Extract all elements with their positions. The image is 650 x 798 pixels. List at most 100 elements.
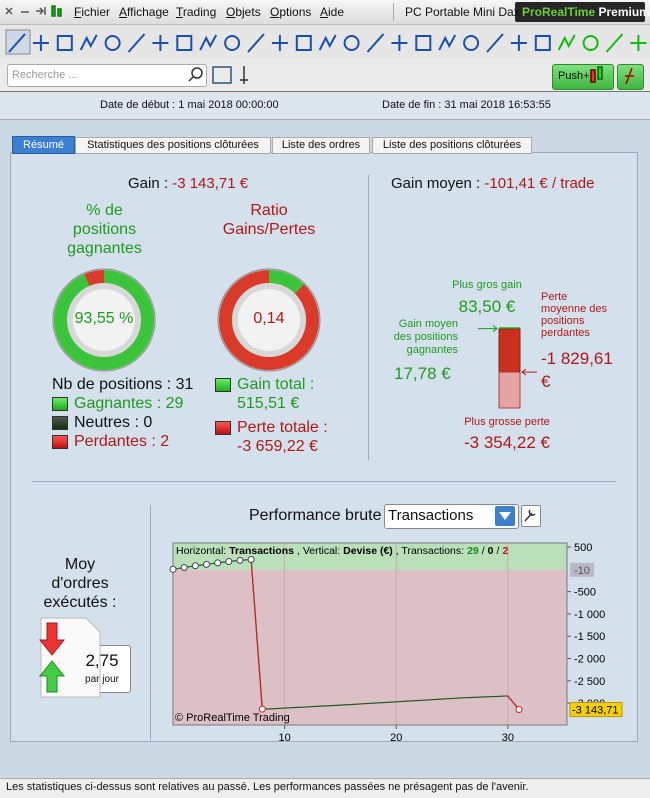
label: Nb de positions : [52, 376, 172, 393]
magnifier[interactable] [191, 67, 203, 79]
avg-loss-arrow [521, 368, 537, 376]
close-icon[interactable] [5, 7, 13, 15]
header-part: / [482, 545, 485, 557]
brand-box[interactable] [515, 2, 645, 22]
menu-item[interactable]: Trading [176, 5, 217, 19]
divider [150, 505, 151, 740]
menu-item[interactable]: Affichage [119, 5, 169, 19]
orders-unit: par jour [85, 674, 119, 685]
point-marker [169, 565, 177, 573]
tool-icon[interactable] [32, 35, 49, 51]
tool-icon[interactable] [176, 35, 193, 51]
tool-icon[interactable] [271, 35, 288, 51]
menu-item[interactable]: Fichier [74, 5, 111, 19]
tool-icon[interactable] [104, 35, 121, 51]
y-tick-label: -2 000 [574, 654, 605, 666]
value: 0 [143, 414, 153, 431]
magnifier [188, 76, 194, 82]
avg-win-value: 17,78 € [394, 364, 451, 383]
tool-icon[interactable] [391, 35, 408, 51]
tool-glyph [438, 34, 457, 51]
tool-glyph [318, 34, 337, 51]
legend-swatch [52, 397, 68, 411]
end-date: Date de fin : 31 mai 2018 16:53:55 [382, 99, 551, 111]
tab[interactable]: Liste des ordres [272, 137, 370, 154]
footer-text: Les statistiques ci-dessus sont relative… [6, 781, 529, 793]
push-icon [597, 66, 603, 80]
tool-glyph [32, 35, 49, 51]
tool-icon[interactable] [224, 35, 241, 51]
tab[interactable]: Liste des positions clôturées [372, 137, 532, 154]
menu-item[interactable]: Objets [226, 5, 261, 19]
push-button[interactable] [552, 64, 614, 90]
search-icons [188, 66, 634, 85]
header-part: , Transactions: [396, 545, 464, 557]
tool-icon[interactable] [318, 34, 337, 51]
tool-icon[interactable] [56, 35, 73, 51]
tool-icon[interactable] [534, 35, 551, 51]
value: 31 mai 2018 16:53:55 [444, 99, 551, 111]
average-gain: Gain moyen : -101,41 € / trade [391, 175, 594, 192]
tool-icon[interactable] [630, 35, 647, 51]
tab[interactable]: Statistiques des positions clôturées [75, 137, 271, 154]
reference-box [570, 562, 594, 577]
search-input[interactable] [7, 64, 207, 87]
label: Gain moyen : [391, 175, 481, 192]
tool-icon[interactable] [152, 35, 169, 51]
tool-icon[interactable] [295, 35, 312, 51]
winners: Gagnantes : 29 [74, 395, 183, 413]
search-placeholder: Recherche ... [12, 69, 78, 81]
wrench-icon [524, 509, 536, 522]
max-gain-label: Plus gros gain [452, 279, 522, 291]
tool-icon[interactable] [438, 34, 457, 51]
tool-icon[interactable] [5, 29, 31, 55]
menu-item[interactable]: Options [270, 5, 312, 19]
tool-icon[interactable] [582, 35, 599, 51]
alert-icon[interactable] [240, 66, 248, 84]
value: 2 [160, 433, 170, 450]
screener-icon[interactable] [212, 66, 232, 84]
tool-icon[interactable] [79, 34, 98, 51]
menu-item[interactable]: Aide [320, 5, 345, 19]
value: -3 143,71 € [172, 175, 249, 192]
tool-icon[interactable] [366, 33, 385, 53]
chart-credit: © ProRealTime Trading [175, 712, 290, 724]
tool-glyph [557, 34, 576, 51]
tool-icon[interactable] [557, 34, 576, 51]
header-part: 2 [502, 545, 508, 557]
tool-icon[interactable] [343, 35, 360, 51]
tool-glyph [247, 33, 265, 53]
function-button[interactable] [617, 64, 644, 90]
tool-glyph [224, 35, 241, 51]
tool-icon[interactable] [127, 33, 146, 53]
workspace-name[interactable]: PC Portable Mini Dax [405, 5, 520, 19]
tool-glyph [79, 34, 98, 51]
legend-swatch [215, 378, 231, 392]
point-marker [214, 559, 222, 567]
tab-active[interactable]: Résumé [12, 136, 75, 154]
chart-header: Horizontal: Transactions, Vertical: Devise… [176, 545, 508, 557]
tool-glyph [271, 35, 288, 51]
detach-icon[interactable] [36, 7, 46, 15]
value: -101,41 € / trade [484, 175, 595, 192]
tool-icon[interactable] [463, 35, 480, 51]
tool-icon[interactable] [486, 33, 504, 53]
negative-band [173, 569, 567, 725]
tool-icon[interactable] [510, 35, 527, 51]
tool-icon[interactable] [605, 33, 624, 53]
wrench-button[interactable] [521, 505, 541, 527]
header-part: Devise (€) [343, 545, 393, 557]
tool-glyph [343, 35, 360, 51]
total-loss-label: Perte totale : [237, 419, 328, 436]
point-marker [225, 558, 233, 566]
tool-icon[interactable] [415, 35, 432, 51]
avg-loss-bar [498, 328, 521, 373]
value: 1 mai 2018 00:00:00 [178, 99, 279, 111]
tool-icon[interactable] [247, 33, 265, 53]
donut-win [269, 270, 304, 294]
y-tick-label: 500 [574, 542, 592, 554]
tool-icon[interactable] [199, 34, 218, 51]
down-arrow [38, 622, 66, 656]
tool-glyph [415, 35, 432, 51]
x-tick-label: 20 [390, 732, 402, 744]
